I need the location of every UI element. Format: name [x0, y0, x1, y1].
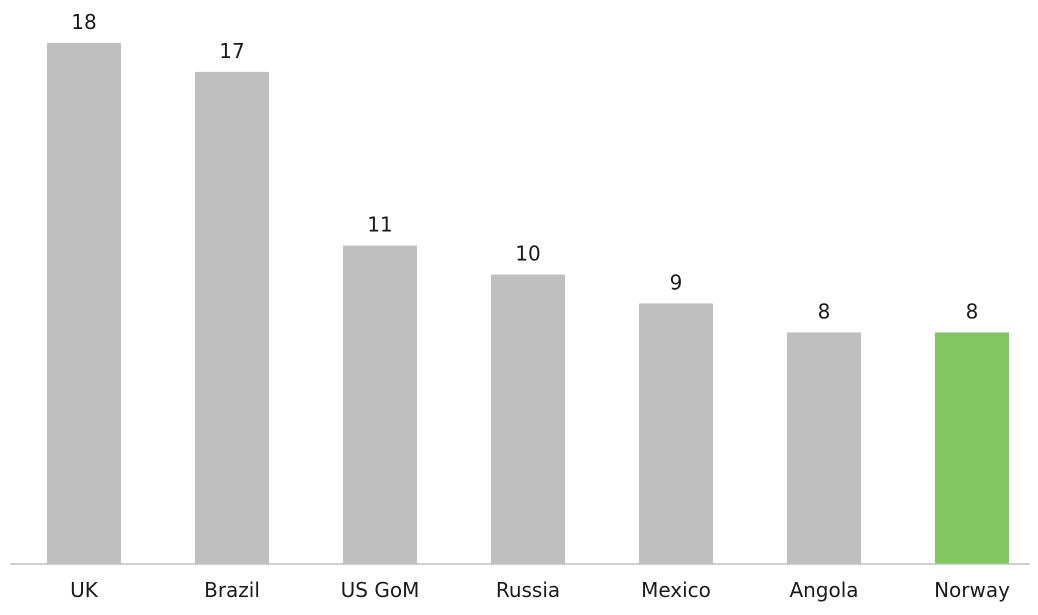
- bar-norway: [935, 332, 1009, 564]
- bar-uk: [47, 42, 121, 564]
- x-tick-label-angola: Angola: [789, 578, 858, 602]
- data-label-russia: 10: [515, 242, 540, 266]
- x-tick-label-norway: Norway: [934, 578, 1010, 602]
- data-label-angola: 8: [818, 299, 831, 323]
- data-label-mexico: 9: [670, 270, 683, 294]
- x-tick-label-russia: Russia: [496, 578, 560, 602]
- bar-angola: [787, 332, 861, 564]
- data-label-norway: 8: [966, 299, 979, 323]
- x-tick-label-mexico: Mexico: [641, 578, 711, 602]
- bars-group: [47, 42, 1009, 565]
- x-tick-label-uk: UK: [70, 578, 99, 602]
- data-labels-group: 18 17 11 10 9 8 8: [71, 10, 979, 323]
- x-tick-label-us-gom: US GoM: [341, 578, 420, 602]
- bar-russia: [491, 274, 565, 564]
- x-tick-label-brazil: Brazil: [204, 578, 260, 602]
- bar-brazil: [195, 71, 269, 564]
- bar-us-gom: [343, 245, 417, 565]
- data-label-uk: 18: [71, 10, 96, 34]
- data-label-brazil: 17: [219, 39, 244, 63]
- bar-mexico: [639, 303, 713, 564]
- data-label-us-gom: 11: [367, 213, 392, 237]
- x-tick-labels-group: UK Brazil US GoM Russia Mexico Angola Norway: [70, 578, 1010, 602]
